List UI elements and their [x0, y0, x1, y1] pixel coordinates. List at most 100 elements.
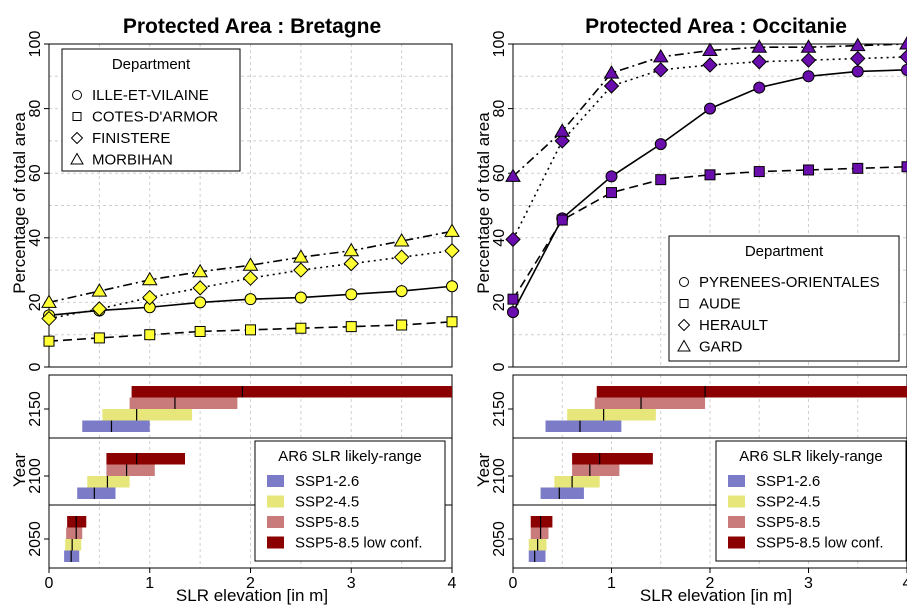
legend-symbol	[70, 152, 84, 165]
data-point	[505, 231, 521, 248]
data-point	[293, 249, 309, 263]
data-point	[507, 293, 519, 305]
left-chart-title: Protected Area : Bretagne	[123, 15, 381, 38]
y-tick-label: 80	[27, 100, 44, 118]
year-tick-label: 2050	[27, 521, 44, 557]
data-point	[554, 123, 571, 137]
legend-label: FINISTERE	[92, 130, 170, 147]
left-range-plot: 2150 2100 2050 0 1 2 3 4 AR6 SLR likely-range SSP…	[27, 374, 457, 592]
y-tick-label: 20	[27, 293, 44, 311]
legend-title: AR6 SLR likely-range	[278, 448, 421, 465]
y-tick-label: 60	[27, 164, 44, 182]
range-bar	[572, 453, 653, 465]
data-point	[396, 319, 408, 331]
data-point	[899, 49, 907, 65]
data-point	[41, 310, 57, 327]
legend-title: Department	[745, 243, 824, 260]
data-point	[654, 138, 667, 151]
legend-swatch	[728, 516, 745, 528]
data-point	[141, 271, 158, 286]
y-tick-label: 0	[491, 362, 508, 371]
legend-symbol	[72, 90, 82, 100]
legend-label: SSP1-2.6	[756, 473, 820, 490]
data-point	[444, 223, 460, 237]
x-tick-label: 1	[607, 575, 616, 592]
data-point	[505, 168, 521, 182]
legend-title: AR6 SLR likely-range	[739, 448, 882, 465]
year-tick-label: 2150	[27, 391, 44, 427]
data-point	[849, 37, 866, 52]
x-tick-label: 3	[804, 575, 813, 592]
range-bar	[102, 409, 193, 421]
x-tick-label: 2	[246, 575, 255, 592]
range-bar	[530, 527, 549, 539]
data-point	[293, 262, 309, 278]
y-tick-label: 0	[27, 362, 44, 371]
year-tick-label: 2100	[27, 458, 44, 494]
legend-symbol	[677, 339, 691, 352]
y-tick-label: 80	[491, 100, 508, 118]
right-xlabel: SLR elevation [in m]	[640, 586, 792, 605]
range-bar	[82, 420, 150, 432]
range-bar	[572, 464, 620, 476]
data-point	[343, 255, 359, 272]
data-point	[192, 263, 208, 278]
data-point	[345, 288, 358, 301]
data-point	[393, 249, 410, 265]
right-line-plot: 0 20 40 60 80 100 Department PYRENEES-ORIENTALE…	[491, 31, 907, 371]
left-xlabel: SLR elevation [in m]	[176, 586, 328, 605]
data-point	[556, 214, 568, 226]
y-tick-label: 40	[491, 229, 508, 247]
data-point	[605, 170, 618, 183]
data-point	[393, 233, 410, 247]
data-point	[850, 50, 866, 67]
right-range-plot: 2150 2100 2050 0 1 2 3 4 AR6 SLR likely-range SSP…	[491, 374, 907, 592]
range-bar	[65, 539, 82, 551]
range-bar	[554, 476, 600, 488]
left-ylabel: Percentage of total area	[10, 112, 29, 294]
legend-label: SSP5-8.5 low conf.	[756, 535, 884, 552]
right-year-label: Year	[474, 452, 493, 487]
range-bar	[131, 386, 453, 398]
legend-box	[668, 235, 900, 362]
data-point	[800, 39, 817, 53]
range-bar	[87, 476, 130, 488]
data-point	[41, 294, 57, 308]
data-point	[901, 161, 907, 173]
range-bar	[530, 516, 553, 528]
legend-label: SSP5-8.5	[756, 514, 820, 531]
data-point	[245, 324, 256, 336]
range-bar	[106, 453, 186, 465]
legend-label: SSP5-8.5	[295, 514, 359, 531]
year-tick-label: 2150	[491, 391, 508, 427]
legend-label: ILLE-ET-VILAINE	[92, 87, 209, 104]
range-bar	[545, 420, 622, 432]
series-line	[512, 165, 907, 300]
data-point	[751, 54, 767, 70]
legend-swatch	[728, 475, 745, 487]
data-point	[899, 36, 907, 50]
left-year-label: Year	[10, 452, 29, 487]
data-point	[93, 332, 105, 344]
data-point	[702, 57, 718, 73]
legend-swatch	[267, 516, 284, 528]
legend-swatch	[728, 536, 745, 549]
data-point	[294, 291, 307, 304]
data-point	[603, 65, 620, 79]
data-point	[446, 316, 458, 328]
legend-label: COTES-D'ARMOR	[92, 109, 218, 126]
legend-label: SSP2-4.5	[295, 494, 359, 511]
legend-title: Department	[112, 56, 191, 73]
legend-swatch	[728, 495, 745, 508]
legend-swatch	[267, 475, 284, 487]
legend-swatch	[267, 495, 284, 508]
legend-box	[61, 48, 241, 172]
range-bar	[528, 550, 546, 562]
y-tick-label: 100	[27, 31, 44, 58]
legend-label: GARD	[699, 339, 743, 356]
data-point	[507, 306, 519, 319]
x-tick-label: 2	[706, 575, 715, 592]
x-tick-label: 0	[509, 575, 518, 592]
legend-label: SSP1-2.6	[295, 473, 359, 490]
